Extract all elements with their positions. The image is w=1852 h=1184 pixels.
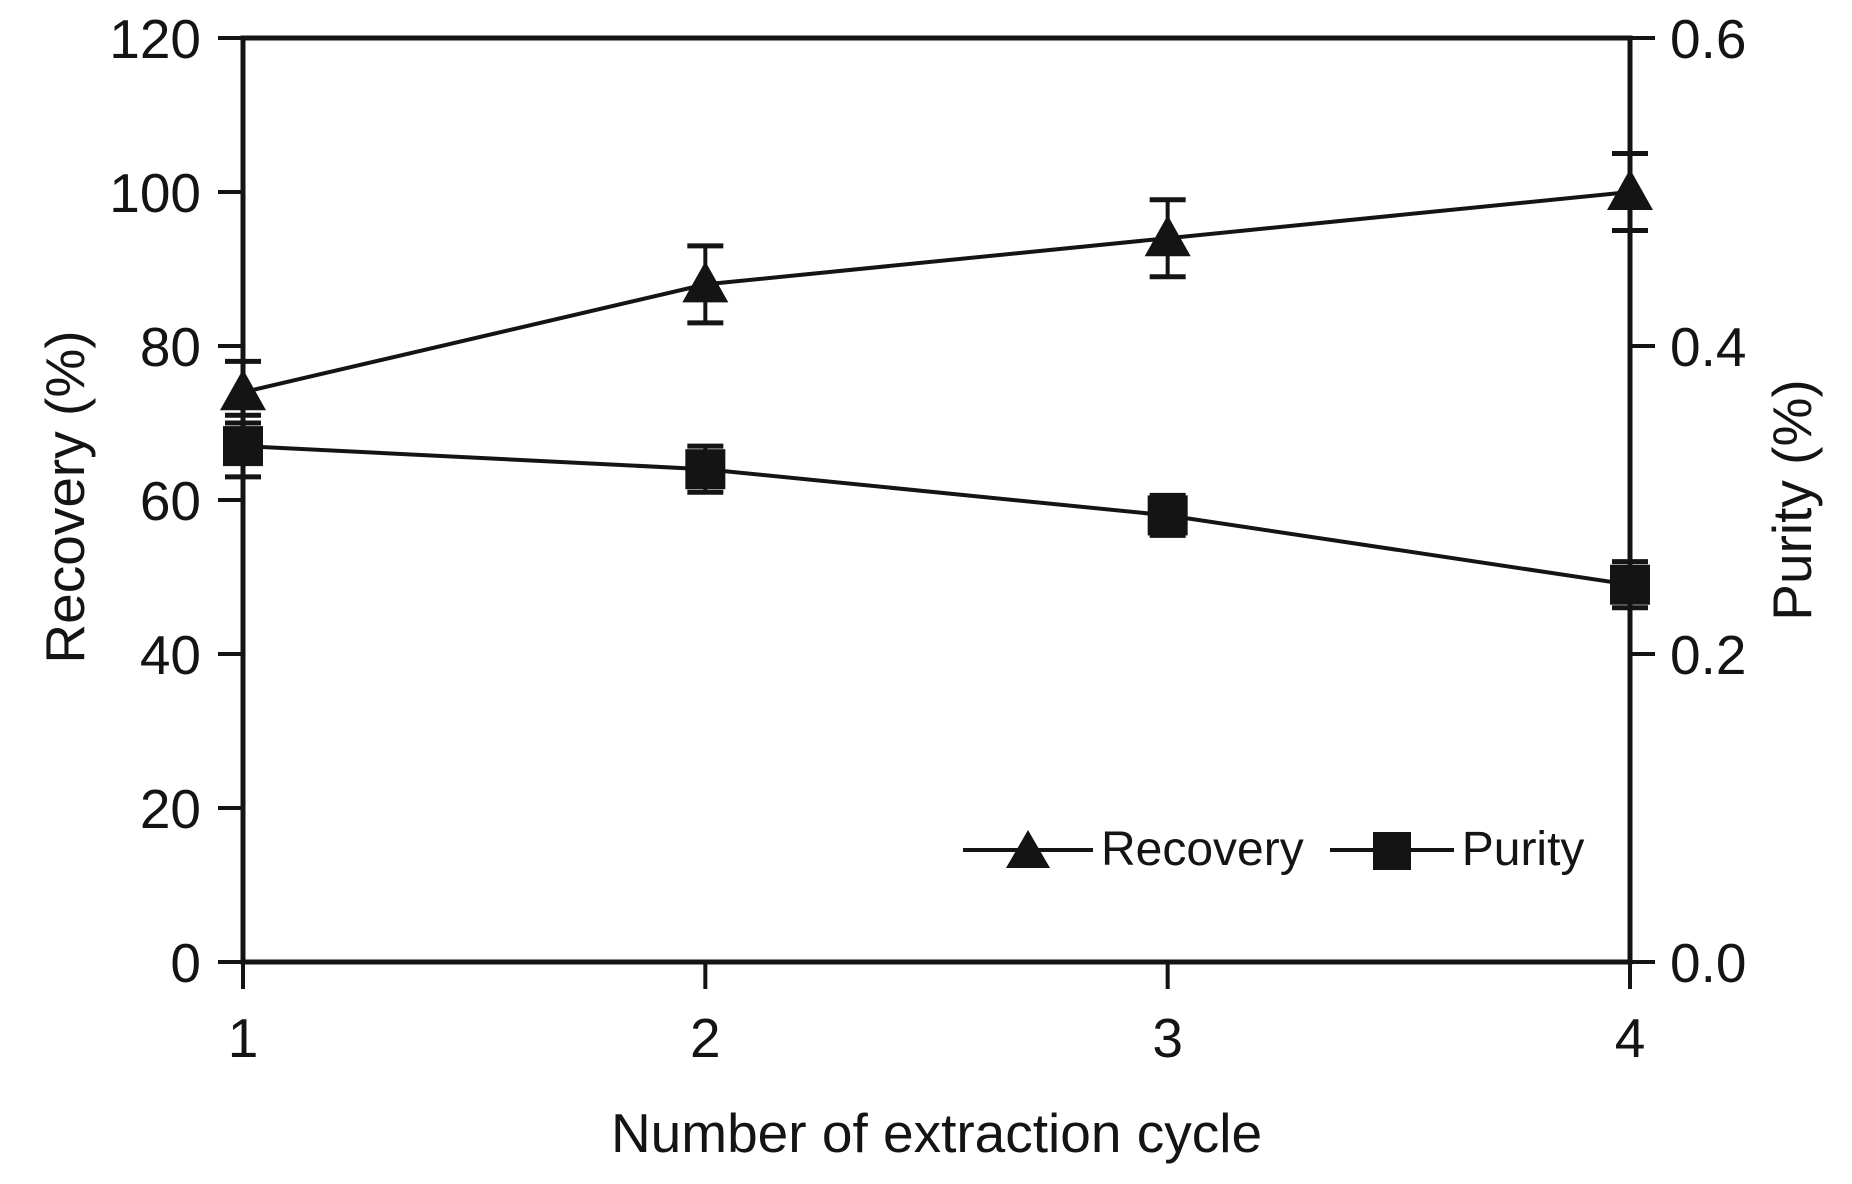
x-axis-title: Number of extraction cycle <box>610 1102 1263 1164</box>
y-left-tick-label: 0 <box>170 932 201 994</box>
y-left-tick-label: 120 <box>109 8 201 70</box>
recovery-marker-triangle <box>1607 169 1653 210</box>
x-tick-label: 2 <box>690 1007 721 1069</box>
purity-marker-square <box>1610 564 1650 605</box>
legend: Recovery Purity <box>963 822 1584 878</box>
recovery-line <box>242 190 1631 395</box>
x-tick-label: 1 <box>228 1007 259 1069</box>
y-right-tick-label: 0.6 <box>1670 8 1746 70</box>
x-tick-label: 4 <box>1615 1007 1646 1069</box>
y-right-tick-label: 0.4 <box>1670 316 1746 378</box>
legend-label-recovery: Recovery <box>1101 823 1304 876</box>
purity-marker-square <box>1147 495 1188 536</box>
y-right-tick-label: 0.0 <box>1670 932 1746 994</box>
y-left-tick-label: 60 <box>140 470 201 532</box>
purity-square-marker-icon <box>1329 832 1454 870</box>
recovery-triangle-marker-icon <box>963 830 1093 868</box>
purity-marker-square <box>685 449 726 490</box>
y-right-tick-label: 0.2 <box>1670 624 1746 686</box>
y-left-tick-label: 80 <box>140 316 201 378</box>
purity-marker-square <box>223 426 263 467</box>
y-left-tick-label: 100 <box>109 162 201 224</box>
purity-line <box>242 444 1631 587</box>
left-axis-title: Recovery (%) <box>34 330 96 664</box>
y-left-tick-label: 20 <box>140 778 201 840</box>
recovery-marker-triangle <box>682 261 729 303</box>
legend-label-purity: Purity <box>1461 823 1585 876</box>
y-left-tick-label: 40 <box>140 624 201 686</box>
x-tick-label: 3 <box>1152 1007 1183 1069</box>
recovery-marker-triangle <box>1144 215 1191 257</box>
legend-item-recovery: Recovery <box>963 822 1304 878</box>
legend-item-purity: Purity <box>1329 822 1585 878</box>
right-axis-title: Purity (%) <box>1761 379 1823 621</box>
recovery-marker-triangle <box>220 369 266 411</box>
